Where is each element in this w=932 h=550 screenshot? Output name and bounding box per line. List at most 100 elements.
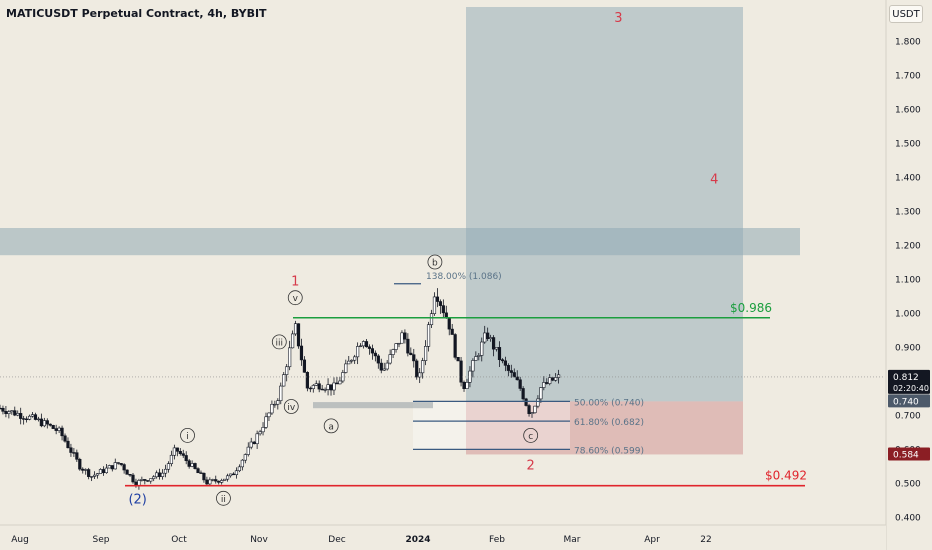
candle [350, 359, 354, 364]
price-label-bg-1 [888, 394, 930, 408]
candle [92, 471, 97, 480]
candle [545, 378, 549, 385]
countdown-label: 02:20:40 [893, 384, 929, 393]
candle [524, 397, 528, 407]
y-tick-4: 1.400 [895, 174, 921, 184]
candle [104, 464, 108, 474]
candle [1, 405, 5, 415]
wave-circle-6 [271, 334, 287, 350]
candle [500, 358, 505, 364]
x-tick-8: Apr [644, 535, 660, 545]
candle [335, 376, 339, 385]
candle [196, 467, 200, 474]
fib-label-0: 138.00% (1.086) [426, 272, 502, 282]
candle [249, 437, 253, 450]
candle [220, 478, 224, 485]
candle [332, 377, 336, 396]
candle [317, 380, 321, 393]
candle [444, 305, 448, 319]
candle [7, 410, 11, 419]
fib-label-1: 50.00% (0.740) [574, 398, 644, 408]
x-tick-2: Oct [171, 535, 187, 545]
candle [293, 320, 298, 336]
candle [554, 373, 558, 382]
y-tick-3: 1.500 [895, 140, 921, 150]
x-tick-0: Aug [11, 535, 29, 545]
wave-label-8: i [186, 432, 189, 442]
candle [143, 479, 147, 485]
x-tick-1: Sep [93, 535, 110, 545]
candle [474, 351, 478, 361]
candle [270, 400, 274, 416]
candle [302, 356, 307, 373]
candle [190, 460, 194, 468]
candle [477, 352, 481, 361]
candle [146, 480, 150, 482]
price-label-bg-0 [888, 369, 930, 394]
candle [237, 464, 242, 473]
candle [184, 451, 188, 465]
candle [48, 423, 52, 427]
candle [497, 341, 502, 367]
candle [243, 453, 247, 464]
candle [480, 337, 484, 362]
candle [388, 349, 392, 365]
position-stop-zone [466, 401, 743, 455]
y-tick-9: 0.900 [895, 344, 921, 354]
candle [66, 437, 70, 449]
candle [403, 329, 407, 344]
wave-circle-11 [427, 254, 443, 270]
candle [296, 323, 301, 349]
y-tick-1: 1.700 [895, 72, 921, 82]
candle [406, 333, 410, 357]
candle [19, 407, 23, 425]
wave-circle-9 [216, 490, 231, 506]
candle [542, 376, 546, 391]
candle [551, 377, 555, 382]
candle [69, 443, 73, 457]
candle [323, 387, 327, 393]
candle [548, 374, 552, 386]
candle [412, 348, 416, 368]
currency-button[interactable]: USDT [889, 5, 923, 23]
candle [98, 468, 103, 474]
candle [518, 376, 522, 391]
candle [113, 458, 117, 470]
candle [394, 343, 398, 353]
level-label-0: $0.986 [730, 301, 772, 315]
candle [110, 465, 114, 472]
price-label-0: 0.812 [893, 373, 919, 383]
candle [282, 371, 286, 387]
candle [78, 457, 82, 471]
candle [276, 398, 280, 410]
candle [489, 334, 493, 342]
candle [13, 406, 17, 417]
candle [494, 347, 499, 352]
candle [22, 415, 26, 425]
wave-label-11: b [432, 259, 438, 269]
wave-label-3: 4 [710, 173, 718, 188]
wave-circle-8 [180, 427, 195, 443]
wave-label-0: 1 [291, 275, 299, 290]
candle [140, 476, 144, 482]
candle [90, 476, 94, 482]
wave-label-9: ii [221, 495, 226, 505]
candle [438, 299, 442, 314]
time-axis[interactable] [0, 525, 886, 550]
candle [101, 466, 106, 476]
candle [400, 330, 404, 344]
y-tick-5: 1.300 [895, 208, 921, 218]
candle [361, 340, 366, 349]
candle [155, 470, 159, 479]
level-label-1: $0.492 [765, 469, 807, 483]
candle [54, 424, 58, 435]
candle [122, 463, 126, 474]
candle [95, 473, 100, 479]
candle [187, 458, 191, 469]
candle [63, 433, 67, 443]
candle [223, 478, 227, 481]
candle [385, 360, 389, 371]
candle [308, 386, 312, 393]
candle [72, 447, 76, 457]
